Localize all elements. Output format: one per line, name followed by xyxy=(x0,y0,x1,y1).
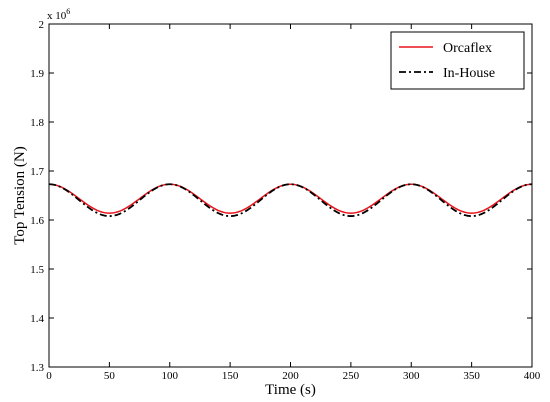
x-tick-label: 150 xyxy=(222,370,239,382)
x-tick-label: 100 xyxy=(162,370,179,382)
legend-box xyxy=(390,31,525,90)
y-tick-label: 1.5 xyxy=(30,264,44,276)
legend: Orcaflex In-House xyxy=(390,31,525,90)
legend-label: Orcaflex xyxy=(443,41,492,56)
y-tick-label: 2 xyxy=(39,19,45,31)
y-tick-label: 1.7 xyxy=(30,166,44,178)
x-tick-label: 350 xyxy=(463,370,480,382)
y-axis-exponent-label: x 106 xyxy=(47,7,70,22)
y-tick-label: 1.3 xyxy=(30,362,44,374)
legend-label: In-House xyxy=(443,66,495,81)
y-axis-title: Top Tension (N) xyxy=(12,146,28,244)
axis-ticks: 0 50 100 150 200 250 300 350 400 1.3 1.4 1.5 1.6 1.7 1… xyxy=(30,19,541,382)
y-tick-label: 1.8 xyxy=(30,117,44,129)
series-line-in-house xyxy=(48,183,533,217)
y-tick-label: 1.9 xyxy=(30,68,44,80)
y-tick-label: 1.4 xyxy=(30,313,44,325)
y-tick-label: 1.6 xyxy=(30,215,44,227)
x-tick-label: 400 xyxy=(524,370,541,382)
x-tick-label: 0 xyxy=(46,370,52,382)
x-axis-title: Time (s) xyxy=(265,382,316,398)
x-tick-label: 50 xyxy=(104,370,116,382)
x-tick-label: 200 xyxy=(282,370,299,382)
y-axis-exponent-power: 6 xyxy=(66,7,70,16)
x-tick-label: 250 xyxy=(343,370,360,382)
y-axis-exponent-base: x 10 xyxy=(47,10,67,22)
series-lines xyxy=(48,183,533,217)
x-tick-label: 300 xyxy=(403,370,420,382)
series-line-orcaflex xyxy=(48,183,533,214)
